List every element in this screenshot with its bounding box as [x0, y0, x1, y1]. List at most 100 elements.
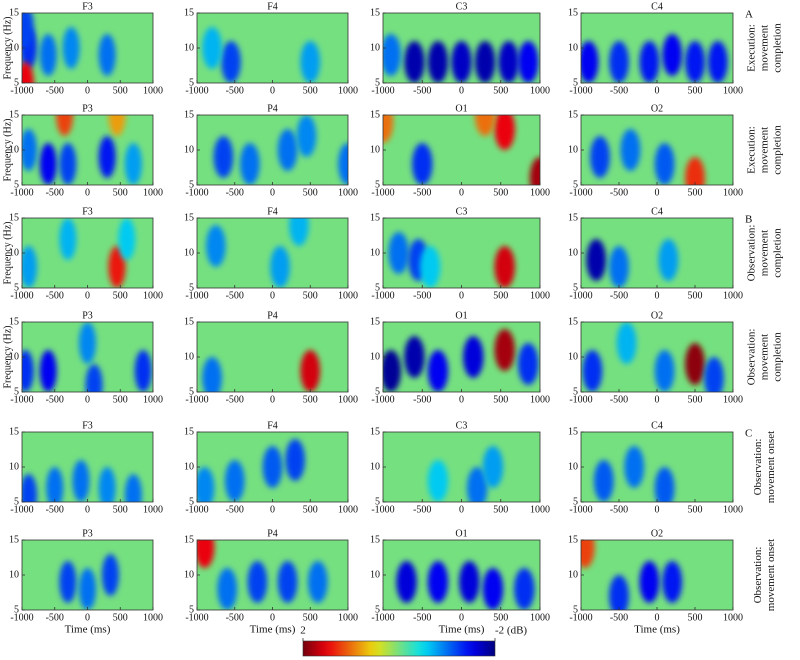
x-tick-label: 0	[270, 290, 275, 301]
heatmap-spot	[39, 350, 57, 392]
heatmap-spot	[427, 561, 449, 603]
heatmap-spot	[39, 34, 57, 76]
row-label: movement	[759, 230, 771, 276]
heatmap-spot	[202, 27, 222, 69]
x-tick-label: 1000	[338, 85, 358, 96]
row-label: completion	[772, 228, 784, 278]
heatmap-background	[383, 432, 540, 502]
heatmap-spot	[427, 41, 449, 83]
y-tick-label: 10	[568, 42, 578, 53]
y-tick-label: 10	[370, 461, 380, 472]
heatmap-spot	[383, 34, 402, 76]
x-tick-label: -500	[610, 85, 628, 96]
x-tick-label: -500	[46, 394, 64, 405]
x-tick-label: 1000	[143, 85, 163, 96]
y-tick-label: 5	[189, 282, 194, 293]
heatmap-spot	[134, 350, 152, 392]
row-label: movement	[759, 25, 771, 71]
x-tick-label: -1000	[185, 504, 208, 515]
x-tick-label: 1000	[338, 394, 358, 405]
x-tick-label: 0	[270, 85, 275, 96]
heatmap-spot	[463, 336, 484, 378]
y-tick-label: 10	[184, 247, 194, 258]
x-tick-label: -500	[46, 187, 64, 198]
x-tick-label: -500	[413, 612, 431, 623]
x-tick-label: 0	[85, 290, 90, 301]
heatmap-spot	[124, 474, 142, 502]
panel-title: F4	[267, 1, 278, 12]
heatmap-spot	[654, 350, 675, 392]
row-label: Observation:	[746, 225, 758, 282]
x-tick-label: 500	[688, 85, 703, 96]
x-tick-label: 0	[655, 504, 660, 515]
heatmap-spot	[494, 115, 515, 150]
x-tick-label: 0	[270, 612, 275, 623]
heatmap-spot	[609, 246, 629, 288]
x-tick-label: 500	[113, 612, 128, 623]
panel	[581, 115, 733, 185]
heatmap-spot	[654, 467, 675, 502]
y-tick-label: 10	[568, 351, 578, 362]
y-tick-label: 5	[14, 604, 19, 615]
panel	[22, 322, 153, 392]
heatmap-spot	[581, 540, 595, 568]
heatmap-spot	[78, 322, 97, 364]
x-tick-label: 500	[493, 504, 508, 515]
heatmap-spot	[427, 460, 449, 502]
x-tick-label: 500	[113, 290, 128, 301]
panel-title: P4	[267, 310, 278, 321]
y-tick-label: 5	[189, 496, 194, 507]
panel-title: F3	[82, 420, 93, 431]
x-tick-label: 0	[459, 290, 464, 301]
heatmap-spot	[22, 62, 34, 83]
y-axis-label: Frequency (Hz)	[2, 325, 13, 388]
heatmap-spot	[685, 157, 705, 185]
row-label: movement	[759, 334, 771, 380]
y-tick-label: 15	[370, 109, 380, 120]
panel	[581, 322, 733, 392]
y-tick-label: 5	[573, 604, 578, 615]
y-tick-label: 10	[9, 42, 19, 53]
x-tick-label: 500	[303, 85, 318, 96]
x-tick-label: -500	[413, 394, 431, 405]
y-tick-label: 10	[370, 42, 380, 53]
heatmap-spot	[247, 561, 268, 603]
x-tick-label: 1000	[530, 85, 550, 96]
x-tick-label: 500	[303, 504, 318, 515]
x-tick-label: 500	[493, 290, 508, 301]
x-tick-label: 500	[303, 612, 318, 623]
x-tick-label: -1000	[185, 187, 208, 198]
y-tick-label: 5	[375, 496, 380, 507]
heatmap-spot	[213, 136, 234, 178]
x-tick-label: 0	[655, 187, 660, 198]
heatmap-spot	[518, 41, 539, 83]
y-tick-label: 15	[568, 7, 578, 18]
x-tick-label: 1000	[143, 394, 163, 405]
x-tick-label: 0	[655, 290, 660, 301]
x-tick-label: -500	[413, 504, 431, 515]
panel-title: C3	[456, 420, 468, 431]
heatmap-spot	[707, 41, 728, 83]
row-label: completion	[772, 23, 784, 73]
x-tick-label: 1000	[530, 290, 550, 301]
x-tick-label: 500	[303, 394, 318, 405]
x-tick-label: -500	[413, 290, 431, 301]
heatmap-spot	[412, 143, 433, 185]
heatmap-spot	[639, 41, 660, 83]
x-tick-label: 1000	[338, 504, 358, 515]
x-tick-label: 500	[688, 612, 703, 623]
x-tick-label: -1000	[185, 394, 208, 405]
x-tick-label: 500	[303, 290, 318, 301]
y-tick-label: 15	[9, 7, 19, 18]
x-tick-label: 1000	[530, 504, 550, 515]
heatmap-spot	[529, 157, 540, 185]
y-tick-label: 5	[14, 496, 19, 507]
y-tick-label: 15	[568, 109, 578, 120]
heatmap-spot	[338, 143, 348, 185]
y-tick-label: 15	[9, 426, 19, 437]
heatmap-background	[197, 322, 348, 392]
heatmap-spot	[59, 561, 77, 603]
panel-title: O1	[455, 310, 467, 321]
row-label: completion	[772, 125, 784, 175]
